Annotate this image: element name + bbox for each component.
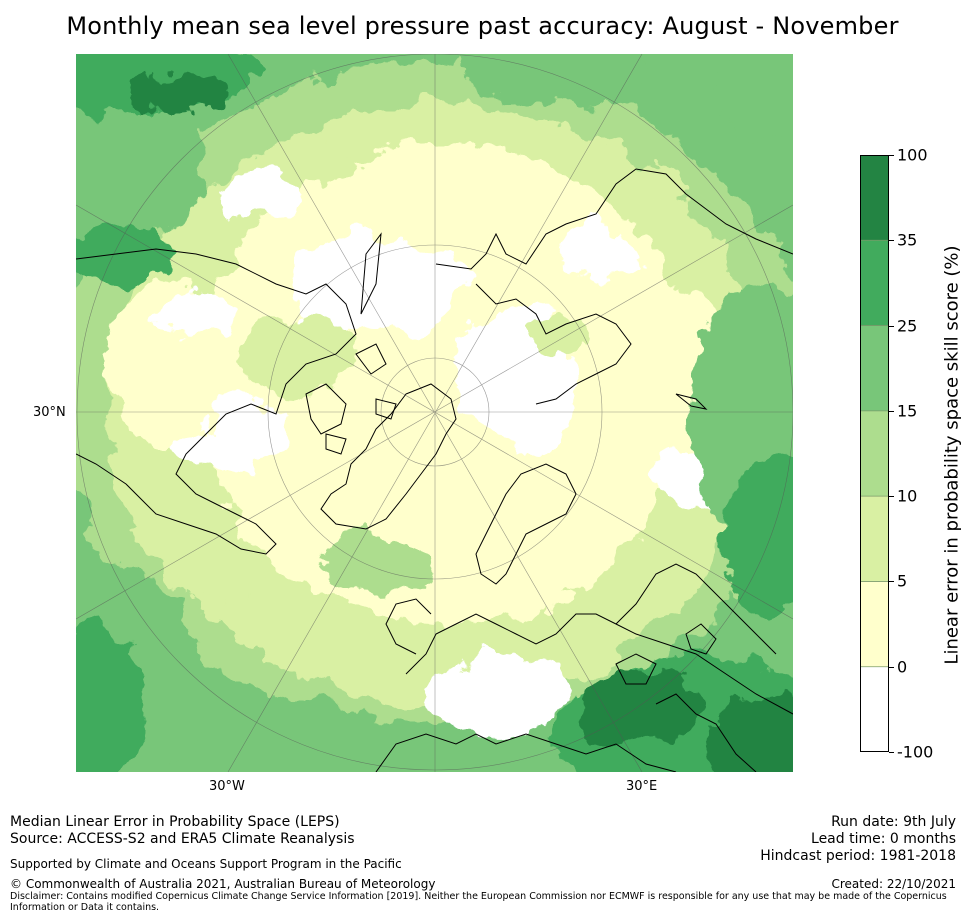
middle-east-coast xyxy=(655,693,757,772)
scandinavia-coast xyxy=(475,463,577,585)
disclaimer-line-1: Disclaimer: Contains modified Copernicus… xyxy=(10,891,947,902)
lake-baikal xyxy=(675,393,708,410)
created-date: Created: 22/10/2021 xyxy=(831,877,956,891)
north-america-coast xyxy=(76,248,357,555)
colorbar-tick-mark xyxy=(889,155,894,156)
disclaimer-line-2: Information or Data it contains. xyxy=(10,902,160,913)
footer-source: Source: ACCESS-S2 and ERA5 Climate Reana… xyxy=(10,831,355,847)
colorbar-tick-mark xyxy=(889,496,894,498)
asia-north-coast xyxy=(435,168,793,270)
colorbar-tick-mark xyxy=(889,410,894,412)
black-sea-coast xyxy=(615,653,657,685)
colorbar-tick-label: 5 xyxy=(897,571,908,591)
skill-field-detail xyxy=(126,74,686,609)
footer-method: Median Linear Error in Probability Space… xyxy=(10,814,340,830)
colorbar-segment xyxy=(860,581,889,667)
colorbar-segment xyxy=(860,155,889,241)
coastlines xyxy=(76,168,793,772)
colorbar-tick-mark xyxy=(889,240,894,242)
colorbar-tick-label: 35 xyxy=(897,230,918,250)
colorbar-segment xyxy=(860,325,889,411)
lon-label-30e: 30°E xyxy=(626,779,658,794)
polar-map xyxy=(76,54,793,772)
colorbar-tick-label: 0 xyxy=(897,657,908,677)
colorbar-segment xyxy=(860,496,889,582)
colorbar-segments xyxy=(860,155,889,752)
footer-right: Run date: 9th July Lead time: 0 months H… xyxy=(760,814,956,865)
lat-label-30n: 30°N xyxy=(33,405,66,420)
colorbar-tick-mark xyxy=(889,752,894,753)
run-date: Run date: 9th July xyxy=(831,814,956,830)
colorbar-segment xyxy=(860,240,889,326)
colorbar-tick-label: 100 xyxy=(897,145,928,165)
colorbar-segment xyxy=(860,410,889,497)
colorbar xyxy=(860,155,889,752)
colorbar-tick-label: -100 xyxy=(897,742,934,762)
footer-support: Supported by Climate and Oceans Support … xyxy=(10,857,402,871)
colorbar-label: Linear error in probability space skill … xyxy=(941,245,963,665)
europe-coast xyxy=(405,613,793,715)
mediterranean-coast xyxy=(375,733,677,772)
colorbar-tick-mark xyxy=(889,325,894,327)
siberia-coast xyxy=(475,283,632,405)
arctic-islands-coast xyxy=(305,343,397,455)
graticule xyxy=(76,54,793,772)
colorbar-tick-mark xyxy=(889,581,894,583)
page-title: Monthly mean sea level pressure past acc… xyxy=(66,12,899,40)
uk-coast xyxy=(385,598,432,655)
footer-copyright: © Commonwealth of Australia 2021, Austra… xyxy=(10,877,436,891)
colorbar-svg xyxy=(860,155,889,752)
greenland-coast xyxy=(320,383,457,530)
lon-label-30w: 30°W xyxy=(209,779,245,794)
alaska-coast xyxy=(360,232,382,315)
colorbar-frame xyxy=(860,155,889,752)
colorbar-tick-label: 15 xyxy=(897,401,918,421)
skill-field xyxy=(76,54,793,772)
caspian-coast xyxy=(685,623,717,655)
lead-time: Lead time: 0 months xyxy=(811,831,956,847)
map-svg xyxy=(76,54,793,772)
footer-disclaimer: Disclaimer: Contains modified Copernicus… xyxy=(10,891,950,913)
central-asia-coast xyxy=(615,563,777,655)
colorbar-tick-mark xyxy=(889,666,894,668)
footer-left: Median Linear Error in Probability Space… xyxy=(10,814,355,848)
hindcast-period: Hindcast period: 1981-2018 xyxy=(760,848,956,864)
colorbar-tick-label: 25 xyxy=(897,316,918,336)
colorbar-segment xyxy=(860,666,889,752)
colorbar-tick-label: 10 xyxy=(897,486,918,506)
